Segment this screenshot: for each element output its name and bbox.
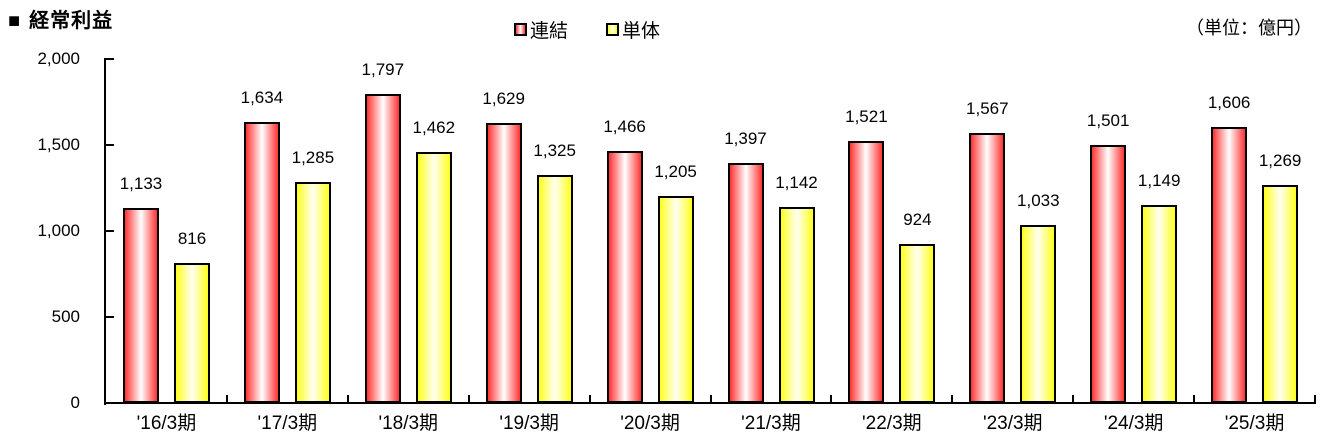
x-tick-label: '19/3期 <box>499 413 559 434</box>
bar-standalone-0 <box>174 262 210 403</box>
bar-value-label: 1,149 <box>1137 171 1181 191</box>
bar-consolidated-0 <box>123 208 159 403</box>
y-axis-line <box>104 58 106 405</box>
x-axis-tick <box>1072 395 1075 402</box>
bar-value-label: 1,142 <box>775 172 818 192</box>
x-axis-tick <box>830 395 833 402</box>
x-axis-tick <box>709 395 712 402</box>
bar-consolidated-5 <box>727 162 764 403</box>
bar-consolidated-3 <box>485 122 522 403</box>
x-axis-tick <box>225 395 228 402</box>
legend-swatch-icon-consolidated <box>514 23 527 36</box>
bar-standalone-7 <box>1020 225 1057 403</box>
bar-value-label: 1,133 <box>119 174 163 194</box>
x-axis-tick <box>467 395 470 402</box>
bar-standalone-5 <box>778 206 815 403</box>
bar-value-label: 1,567 <box>966 99 1009 119</box>
bar-consolidated-1 <box>243 121 280 403</box>
bar-value-label: 1,205 <box>654 161 697 181</box>
y-axis-tick <box>106 316 114 318</box>
bar-value-label: 1,285 <box>291 147 335 167</box>
legend-item-consolidated: 連結 <box>514 16 568 43</box>
bar-standalone-2 <box>415 151 452 403</box>
legend: 連結 単体 <box>514 16 660 43</box>
x-axis-line <box>104 402 1316 404</box>
bar-value-label: 1,269 <box>1258 150 1302 170</box>
x-axis-tick <box>951 395 954 402</box>
x-axis-tick <box>1314 395 1316 402</box>
bar-value-label: 1,501 <box>1086 110 1130 130</box>
x-tick-label: '16/3期 <box>136 413 197 434</box>
bar-value-label: 1,634 <box>240 87 284 107</box>
chart-title: ■ 経常利益 <box>8 4 113 33</box>
bar-consolidated-6 <box>848 141 885 403</box>
y-axis-tick <box>106 230 114 232</box>
unit-label: （単位：億円） <box>1186 18 1312 38</box>
legend-label-standalone: 単体 <box>622 21 661 42</box>
x-tick-label: '22/3期 <box>862 413 922 434</box>
legend-swatch-icon-standalone <box>606 23 620 36</box>
x-tick-label: '18/3期 <box>378 413 439 434</box>
bar-value-label: 816 <box>177 228 207 248</box>
bar-value-label: 1,325 <box>533 141 576 161</box>
x-tick-label: '24/3期 <box>1103 413 1164 434</box>
bar-value-label: 1,797 <box>361 59 405 79</box>
bar-value-label: 1,521 <box>845 107 888 127</box>
bar-value-label: 924 <box>903 210 932 230</box>
bar-value-label: 1,466 <box>603 116 646 136</box>
title-bullet-icon: ■ <box>8 10 22 32</box>
y-axis-tick <box>106 58 114 60</box>
x-tick-label: '21/3期 <box>741 413 801 434</box>
bar-consolidated-8 <box>1090 144 1127 403</box>
x-axis-tick <box>588 395 591 402</box>
bar-standalone-6 <box>899 244 936 403</box>
bar-standalone-9 <box>1262 184 1299 403</box>
bar-standalone-8 <box>1141 205 1178 403</box>
title-text: 経常利益 <box>29 10 114 32</box>
y-tick-label: 2,000 <box>37 49 80 68</box>
bar-value-label: 1,397 <box>724 128 767 148</box>
bar-consolidated-9 <box>1211 126 1248 403</box>
y-tick-label: 1,000 <box>37 221 80 240</box>
bar-standalone-3 <box>536 175 573 403</box>
y-tick-label: 500 <box>51 307 80 326</box>
x-tick-label: '20/3期 <box>620 413 680 434</box>
bar-value-label: 1,462 <box>412 117 456 137</box>
bar-value-label: 1,033 <box>1017 191 1060 211</box>
x-axis-tick <box>346 395 349 402</box>
bar-consolidated-4 <box>606 150 643 403</box>
bar-consolidated-2 <box>364 93 401 403</box>
x-tick-label: '23/3期 <box>982 413 1043 434</box>
legend-label-consolidated: 連結 <box>530 21 569 42</box>
y-tick-label: 1,500 <box>37 135 80 154</box>
y-axis-tick <box>106 144 114 146</box>
bar-standalone-4 <box>657 195 694 403</box>
bar-standalone-1 <box>294 181 331 403</box>
legend-item-standalone: 単体 <box>606 16 660 43</box>
bar-value-label: 1,606 <box>1207 92 1251 112</box>
x-tick-label: '17/3期 <box>257 413 318 434</box>
x-tick-label: '25/3期 <box>1224 413 1285 434</box>
x-axis-tick <box>1193 395 1196 402</box>
bar-value-label: 1,629 <box>482 88 525 108</box>
bar-consolidated-7 <box>969 133 1006 403</box>
y-tick-label: 0 <box>70 393 80 412</box>
